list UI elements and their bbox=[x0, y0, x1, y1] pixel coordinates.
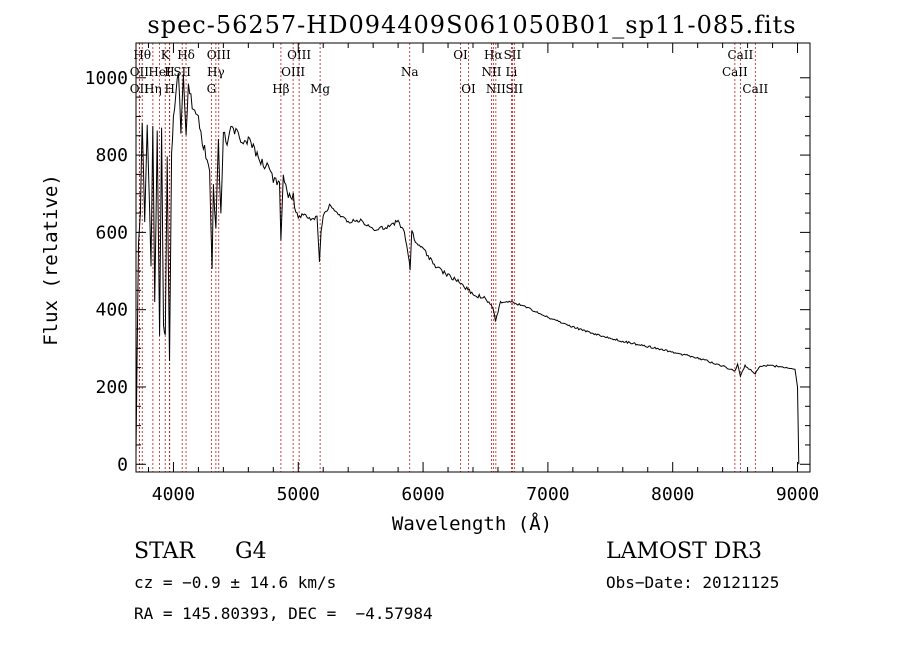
line-label: OIII bbox=[207, 48, 231, 62]
line-label: NII bbox=[481, 65, 501, 79]
coordinates: RA = 145.80393, DEC = −4.57984 bbox=[134, 604, 433, 623]
x-tick-label: 5000 bbox=[277, 484, 320, 505]
x-tick-label: 6000 bbox=[401, 484, 444, 505]
line-label: Hα bbox=[484, 48, 503, 62]
spectrum-line bbox=[135, 72, 800, 465]
line-label: Hθ bbox=[133, 48, 151, 62]
line-label: OII bbox=[130, 82, 150, 96]
object-class: STAR G4 bbox=[134, 539, 267, 564]
y-tick-label: 400 bbox=[95, 300, 128, 321]
line-label: CaII bbox=[742, 82, 768, 96]
x-axis-ticks: 4000 5000 6000 7000 8000 9000 bbox=[147, 43, 819, 505]
survey-label: LAMOST DR3 bbox=[606, 539, 762, 564]
line-label: OII bbox=[130, 65, 150, 79]
spectral-line-labels: HθOIIOIIHηHeIKHHHδSIIGHγOIIIHβOIIIOIIIMg… bbox=[130, 48, 769, 96]
y-axis-label: Flux (relative) bbox=[40, 174, 62, 346]
line-label: K bbox=[161, 48, 171, 62]
line-label: Hη bbox=[144, 82, 162, 96]
y-tick-label: 1000 bbox=[85, 68, 128, 89]
line-label: OI bbox=[453, 48, 468, 62]
line-label: H bbox=[164, 65, 174, 79]
x-tick-label: 4000 bbox=[152, 484, 195, 505]
line-label: Li bbox=[506, 65, 518, 79]
line-label: SII bbox=[504, 48, 522, 62]
redshift-info: cz = −0.9 ± 14.6 km/s bbox=[134, 573, 337, 592]
line-label: CaII bbox=[727, 48, 753, 62]
line-label: SII bbox=[505, 82, 523, 96]
chart-title: spec-56257-HD094409S061050B01_sp11-085.f… bbox=[147, 11, 796, 39]
x-tick-label: 9000 bbox=[776, 484, 819, 505]
y-tick-label: 200 bbox=[95, 377, 128, 398]
line-label: H bbox=[164, 82, 174, 96]
spectrum-chart: spec-56257-HD094409S061050B01_sp11-085.f… bbox=[40, 11, 819, 535]
plot-frame bbox=[135, 42, 811, 473]
line-label: G bbox=[207, 82, 217, 96]
x-tick-label: 8000 bbox=[651, 484, 694, 505]
line-label: HeI bbox=[148, 65, 171, 79]
x-tick-label: 7000 bbox=[526, 484, 569, 505]
subclass-label: G4 bbox=[235, 539, 267, 564]
class-label: STAR bbox=[134, 539, 195, 564]
line-label: OIII bbox=[287, 48, 311, 62]
line-label: Mg bbox=[310, 82, 330, 96]
y-tick-label: 600 bbox=[95, 222, 128, 243]
obs-date: Obs−Date: 20121125 bbox=[606, 573, 780, 592]
line-label: NII bbox=[486, 82, 506, 96]
line-label: Hδ bbox=[177, 48, 195, 62]
y-tick-label: 0 bbox=[117, 454, 128, 475]
y-axis-ticks: 0 200 400 600 800 1000 bbox=[85, 68, 810, 475]
line-label: Na bbox=[401, 65, 419, 79]
spectral-line-markers bbox=[138, 43, 756, 472]
line-label: OI bbox=[461, 82, 476, 96]
y-tick-label: 800 bbox=[95, 145, 128, 166]
line-label: SII bbox=[173, 65, 191, 79]
line-label: CaII bbox=[722, 65, 748, 79]
line-label: Hβ bbox=[272, 82, 289, 96]
line-label: OIII bbox=[281, 65, 305, 79]
x-axis-label: Wavelength (Å) bbox=[392, 512, 552, 535]
line-label: Hγ bbox=[207, 65, 225, 79]
